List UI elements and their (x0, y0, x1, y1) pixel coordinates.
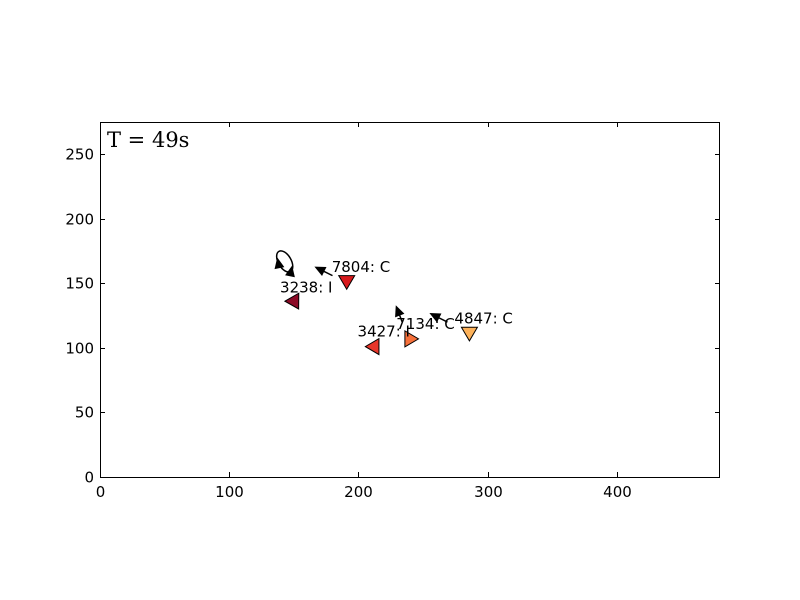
y-tick-label: 250 (65, 146, 94, 164)
arrow-head (395, 305, 405, 318)
y-axis: 0 50 100 150 200 250 (65, 146, 720, 487)
agent-marker-3427 (364, 337, 380, 356)
agent-label-3238: 3238: I (280, 279, 332, 297)
y-tick-label: 100 (65, 340, 94, 358)
y-tick-label: 200 (65, 211, 94, 229)
agent-label-7134: 7134: C (396, 315, 454, 333)
x-axis: 0 100 200 300 400 (96, 122, 632, 501)
x-tick-label: 200 (344, 483, 373, 501)
time-annotation: T = 49s (107, 128, 189, 152)
y-tick-label: 50 (75, 404, 94, 422)
x-tick-label: 400 (603, 483, 632, 501)
plot-frame (100, 122, 720, 478)
loop-arrow-head (274, 257, 285, 270)
agent-label-7804: 7804: C (332, 258, 390, 276)
agent-label-4847: 4847: C (454, 310, 512, 328)
x-tick-label: 100 (215, 483, 244, 501)
loop-arrow-head (285, 265, 295, 278)
agent-label-3427: 3427: I (358, 323, 410, 341)
agent-marker-7134 (404, 329, 420, 348)
agent-marker-3238 (283, 292, 300, 310)
arrow-head (314, 266, 327, 276)
arrow-head (429, 313, 442, 323)
y-tick-label: 0 (84, 469, 94, 487)
agent-marker-7804 (337, 275, 356, 291)
x-tick-label: 0 (96, 483, 106, 501)
agent-markers (283, 275, 479, 356)
y-tick-label: 150 (65, 275, 94, 293)
agent-marker-4847 (460, 326, 479, 342)
velocity-arrows (314, 266, 448, 323)
x-tick-label: 300 (474, 483, 503, 501)
loop-marker (274, 250, 295, 278)
